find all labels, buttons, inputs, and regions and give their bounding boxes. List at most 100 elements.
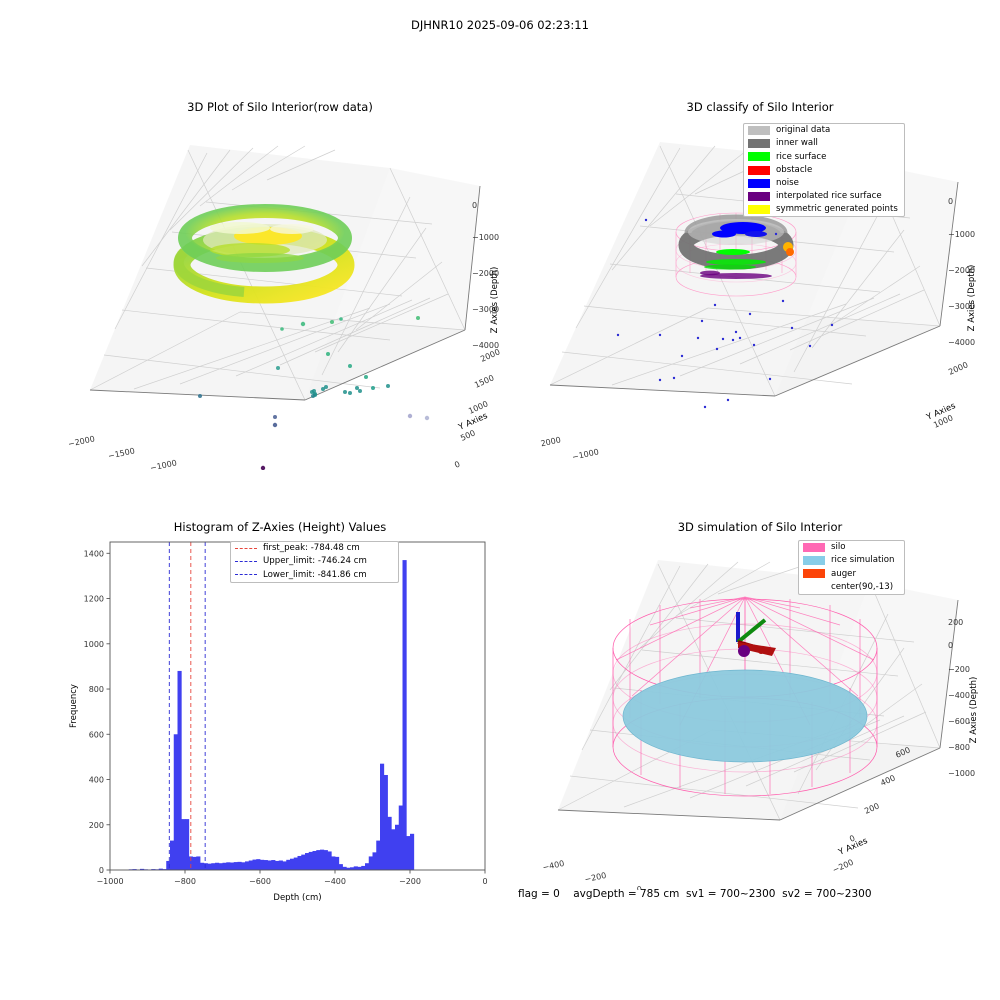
legend-label-interpolated-rice-surface: interpolated rice surface (776, 191, 882, 202)
legend-dash-first-peak (235, 548, 257, 550)
svg-text:−600: −600 (249, 877, 271, 886)
status-line: flag = 0 avgDepth = 785 cm sv1 = 700~230… (518, 888, 872, 900)
svg-text:−1500: −1500 (107, 446, 135, 460)
panel-histogram: Histogram of Z-Axies (Height) Values −10… (60, 520, 500, 920)
legend-item-noise[interactable]: noise (744, 177, 904, 190)
sim-3d-axes[interactable]: −400 −200 0 200 400 600 −500 −400 −200 0… (540, 520, 980, 890)
svg-text:−400: −400 (324, 877, 346, 886)
histogram-annotation-lines (168, 542, 206, 870)
svg-text:1500: 1500 (473, 373, 495, 390)
legend-item-inner-wall[interactable]: inner wall (744, 137, 904, 150)
svg-text:−2000: −2000 (472, 269, 499, 278)
legend-swatch-rice-surface (748, 152, 770, 162)
legend-item-original-data[interactable]: original data (744, 124, 904, 137)
legend-item-interpolated-rice-surface[interactable]: interpolated rice surface (744, 190, 904, 203)
legend-label-symmetric-generated-points: symmetric generated points (776, 204, 898, 215)
svg-text:−1000: −1000 (948, 230, 975, 239)
sim-3d-auger-marker (736, 612, 776, 657)
legend-swatch-original-data (748, 126, 770, 136)
legend-swatch-inner-wall (748, 139, 770, 149)
classify-3d-x-ticklabels: −2000 −1000 0 1000 (540, 435, 600, 461)
classify-3d-noise-points (616, 205, 854, 409)
svg-text:2000: 2000 (947, 360, 969, 377)
svg-text:0: 0 (472, 201, 477, 210)
legend-item-center[interactable]: center(90,-13) (799, 581, 904, 594)
legend-label-original-data: original data (776, 125, 831, 136)
raw-3d-axes[interactable]: −2000 −1500 −1000 −500 0 500 1000 1500 −… (60, 100, 500, 470)
raw-3d-y-ticklabels: −1000 −500 0 500 1000 1500 2000 (453, 347, 500, 470)
histogram-frame (109, 541, 486, 871)
panel-raw-3d: 3D Plot of Silo Interior(row data) (60, 100, 500, 470)
svg-text:−400: −400 (542, 859, 565, 872)
classify-3d-legend[interactable]: original data inner wall rice surface ob… (743, 123, 905, 218)
legend-swatch-auger (803, 569, 825, 579)
legend-item-upper-limit[interactable]: Upper_limit: -746.24 cm (231, 555, 398, 568)
sim-3d-legend[interactable]: silo rice simulation auger center(90,-13… (798, 540, 905, 595)
legend-swatch-symmetric-generated-points (748, 205, 770, 215)
legend-item-obstacle[interactable]: obstacle (744, 164, 904, 177)
legend-swatch-silo (803, 543, 825, 553)
histogram-legend[interactable]: first_peak: -784.48 cm Upper_limit: -746… (230, 541, 399, 583)
panel-sim-3d: 3D simulation of Silo Interior (540, 520, 980, 890)
svg-text:600: 600 (89, 730, 104, 739)
svg-text:0: 0 (948, 197, 953, 206)
svg-text:0: 0 (453, 460, 461, 470)
panel-classify-3d: 3D classify of Silo Interior (540, 100, 980, 470)
legend-item-symmetric-generated-points[interactable]: symmetric generated points (744, 203, 904, 216)
svg-text:−2000: −2000 (540, 435, 562, 449)
raw-3d-panes (90, 145, 480, 400)
svg-text:−1000: −1000 (571, 447, 599, 461)
raw-3d-scatter-points (198, 316, 430, 470)
legend-label-silo: silo (831, 542, 846, 553)
histogram-title: Histogram of Z-Axies (Height) Values (173, 520, 387, 534)
legend-item-rice-surface[interactable]: rice surface (744, 150, 904, 163)
svg-text:−200: −200 (948, 665, 970, 674)
svg-text:−1000: −1000 (149, 458, 177, 470)
legend-label-rice-simulation: rice simulation (831, 555, 895, 566)
classify-3d-z-ticklabels: 0 −1000 −2000 −3000 −4000 (948, 197, 975, 347)
svg-text:−4000: −4000 (472, 341, 499, 350)
svg-text:−800: −800 (174, 877, 196, 886)
svg-text:−200: −200 (399, 877, 421, 886)
legend-swatch-obstacle (748, 165, 770, 175)
svg-text:0: 0 (99, 866, 104, 875)
legend-item-lower-limit[interactable]: Lower_limit: -841.86 cm (231, 568, 398, 581)
classify-3d-class-points (700, 222, 794, 279)
svg-text:200: 200 (863, 801, 881, 815)
legend-swatch-rice-simulation (803, 556, 825, 566)
histogram-bars (128, 560, 415, 870)
legend-label-first-peak: first_peak: -784.48 cm (263, 543, 360, 554)
classify-3d-title: 3D classify of Silo Interior (686, 100, 834, 114)
histogram-ticks: −1000 −800 −600 −400 −200 0 0 200 400 600 800 1000 1… (84, 549, 488, 886)
svg-text:−1000: −1000 (96, 877, 123, 886)
legend-swatch-center (803, 583, 825, 592)
svg-text:−200: −200 (584, 871, 607, 884)
svg-text:−200: −200 (831, 858, 855, 875)
svg-text:−3000: −3000 (948, 302, 975, 311)
svg-text:−400: −400 (948, 691, 970, 700)
legend-label-auger: auger (831, 568, 856, 579)
legend-item-first-peak[interactable]: first_peak: -784.48 cm (231, 542, 398, 555)
sim-3d-spines (557, 599, 959, 821)
raw-3d-x-ticklabels: −2000 −1500 −1000 −500 0 500 1000 1500 (67, 434, 177, 470)
histogram-axes[interactable]: −1000 −800 −600 −400 −200 0 0 200 400 600 800 1000 1… (60, 520, 500, 920)
histogram-ylabel: Frequency (69, 684, 79, 728)
svg-text:400: 400 (89, 776, 104, 785)
legend-item-rice-simulation[interactable]: rice simulation (799, 554, 904, 567)
svg-text:200: 200 (89, 821, 104, 830)
svg-text:400: 400 (879, 773, 897, 787)
sim-3d-zlabel: Z Axies (Depth) (969, 677, 979, 744)
legend-label-inner-wall: inner wall (776, 138, 818, 149)
svg-text:1400: 1400 (84, 549, 104, 558)
legend-item-silo[interactable]: silo (799, 541, 904, 554)
svg-text:−2000: −2000 (948, 266, 975, 275)
svg-text:0: 0 (948, 641, 953, 650)
legend-item-auger[interactable]: auger (799, 567, 904, 580)
svg-text:−1000: −1000 (948, 769, 975, 778)
legend-dash-upper-limit (235, 561, 257, 563)
svg-text:−600: −600 (948, 717, 970, 726)
svg-text:−1000: −1000 (472, 233, 499, 242)
figure-suptitle: DJHNR10 2025-09-06 02:23:11 (411, 18, 589, 32)
classify-3d-zlabel: Z Axies (Depth) (967, 265, 977, 332)
